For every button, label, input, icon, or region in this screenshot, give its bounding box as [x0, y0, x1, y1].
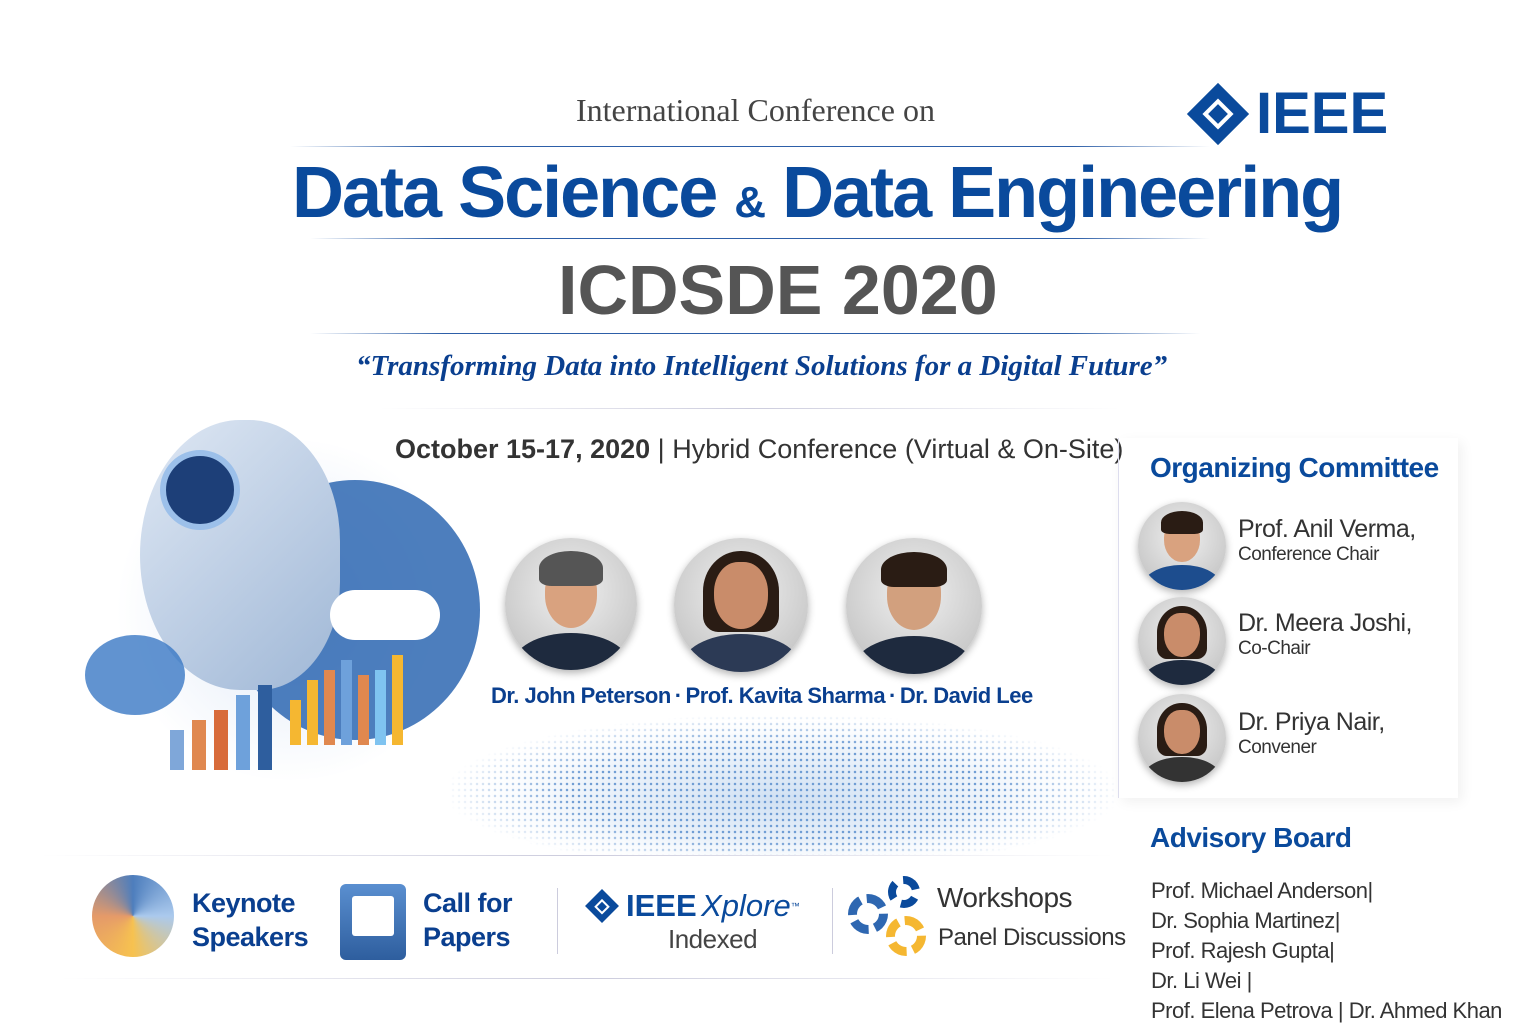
feature-workshops: Workshops [937, 882, 1073, 913]
member-photo-2 [1138, 597, 1226, 685]
committee-title: Organizing Committee [1150, 452, 1439, 483]
conference-title: Data Science & Data Engineering [292, 153, 1344, 233]
speaker-name: Prof. Kavita Sharma [685, 683, 886, 708]
pre-title: International Conference on [576, 92, 935, 128]
ieee-diamond-icon [585, 889, 619, 923]
xplore-indexed: Indexed [668, 924, 758, 954]
speaker-name: Dr. John Peterson [491, 683, 671, 708]
committee-member: Dr. Priya Nair, Convener [1238, 708, 1385, 758]
speaker-photo-3 [846, 538, 982, 674]
committee-member: Dr. Meera Joshi, Co-Chair [1238, 609, 1413, 659]
feature-call-for-papers: Call for Papers [423, 888, 513, 952]
world-map-graphic [450, 715, 1115, 855]
event-format: Hybrid Conference (Virtual & On-Site) [672, 434, 1124, 464]
member-photo-1 [1138, 502, 1226, 590]
committee-member: Prof. Anil Verma, Conference Chair [1238, 515, 1416, 565]
ieee-diamond-icon [1186, 82, 1250, 145]
gears-icon [848, 876, 928, 956]
call-for-papers-icon [340, 884, 406, 960]
speaker-names: Dr. John Peterson · Prof. Kavita Sharma … [491, 683, 1033, 708]
ai-data-illustration [40, 410, 480, 810]
organizing-committee-panel [1118, 438, 1458, 798]
advisory-member: Dr. Sophia Martinez| [1151, 908, 1340, 933]
speaker-name: Dr. David Lee [899, 683, 1033, 708]
conference-acronym: ICDSDE 2020 [558, 251, 998, 329]
event-info: October 15-17, 2020 | Hybrid Conference … [395, 434, 1124, 464]
feature-ieee-xplore: IEEE Xplore ™ [585, 888, 800, 924]
feature-keynote: Keynote Speakers [192, 888, 309, 952]
member-photo-3 [1138, 694, 1226, 782]
advisory-title: Advisory Board [1150, 822, 1352, 853]
bar-chart-graphic [170, 655, 403, 770]
advisory-list: Prof. Michael Anderson| Dr. Sophia Marti… [1151, 876, 1502, 1026]
ieee-logo-text: IEEE [1256, 81, 1389, 146]
feature-panel-discussions: Panel Discussions [938, 924, 1126, 951]
advisory-member: Prof. Rajesh Gupta| [1151, 938, 1335, 963]
speaker-photo-2 [674, 538, 808, 672]
ieee-logo: IEEE [1186, 80, 1389, 147]
speaker-photo-1 [505, 538, 637, 670]
event-dates: October 15-17, 2020 [395, 434, 651, 464]
keynote-speakers-icon [92, 875, 174, 957]
cloud-icon [330, 590, 440, 640]
advisory-member: Prof. Michael Anderson| [1151, 878, 1373, 903]
advisory-member: Dr. Li Wei | [1151, 968, 1252, 993]
advisory-member: Prof. Elena Petrova | Dr. Ahmed Khan [1151, 998, 1502, 1023]
tagline: “Transforming Data into Intelligent Solu… [356, 350, 1168, 382]
